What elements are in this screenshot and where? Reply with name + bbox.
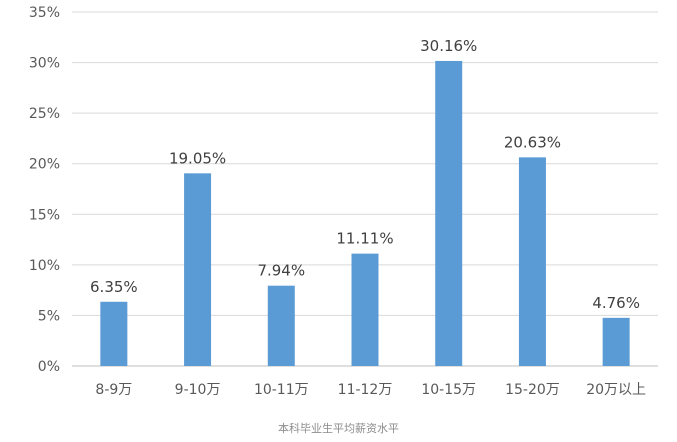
data-label: 19.05%: [169, 149, 226, 167]
data-label: 4.76%: [592, 294, 640, 312]
data-label: 11.11%: [336, 230, 393, 248]
data-label: 30.16%: [420, 37, 477, 55]
data-label: 20.63%: [504, 133, 561, 151]
bar: [267, 285, 295, 366]
x-tick-label: 8-9万: [95, 382, 132, 398]
y-tick-label: 35%: [29, 5, 60, 21]
x-tick-label: 10-11万: [254, 382, 309, 398]
bar: [351, 253, 379, 366]
y-tick-label: 10%: [29, 258, 60, 274]
bars: [100, 60, 630, 366]
chart-caption: 本科毕业生平均薪资水平: [278, 422, 399, 435]
y-tick-label: 25%: [29, 106, 60, 122]
bar: [184, 173, 212, 366]
x-axis-ticks: 8-9万 9-10万 10-11万 11-12万 10-15万 15-20万 20万以上: [95, 382, 646, 398]
bar: [435, 60, 463, 366]
y-tick-label: 15%: [29, 207, 60, 223]
data-label: 6.35%: [90, 278, 138, 296]
bar: [602, 317, 630, 366]
data-labels: 6.35% 19.05% 7.94% 11.11% 30.16% 20.63% 4.76%: [90, 37, 640, 312]
x-tick-label: 15-20万: [505, 382, 560, 398]
y-tick-label: 5%: [38, 308, 60, 324]
x-tick-label: 20万以上: [586, 382, 646, 398]
y-axis-ticks: 0% 5% 10% 15% 20% 25% 30% 35%: [29, 5, 60, 375]
data-label: 7.94%: [257, 262, 305, 280]
x-tick-label: 11-12万: [338, 382, 393, 398]
x-tick-label: 10-15万: [421, 382, 476, 398]
bar: [518, 157, 546, 366]
y-tick-label: 30%: [29, 56, 60, 72]
bar: [100, 301, 128, 366]
y-tick-label: 20%: [29, 157, 60, 173]
y-tick-label: 0%: [38, 359, 60, 375]
x-tick-label: 9-10万: [175, 382, 221, 398]
